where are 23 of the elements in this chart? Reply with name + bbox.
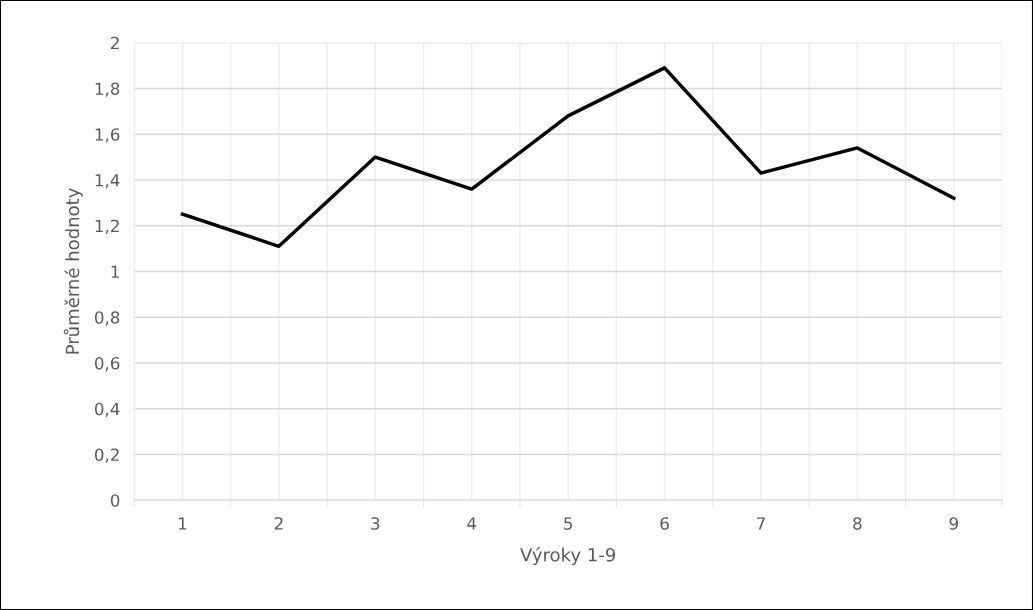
y-tick-label: 0,4 [94,402,120,417]
x-tick-label: 8 [853,517,862,530]
x-tick-label: 1 [179,517,187,530]
y-tick-label: 0,2 [94,448,119,463]
y-tick-label: 1,2 [95,219,119,234]
y-tick-label: 1,4 [95,174,120,189]
x-tick-label: 3 [371,517,380,530]
x-tick-label: 5 [564,517,572,530]
y-tick-label: 1,8 [95,82,120,97]
x-tick-label: 2 [274,517,283,530]
y-tick-label: 0 [110,494,120,507]
y-tick-label: 2 [111,36,119,50]
x-tick-label: 7 [757,517,765,530]
y-tick-label: 0,6 [94,356,120,372]
x-tick-label: 6 [660,517,669,530]
x-axis-title: Výroky 1-9 [520,546,616,566]
line-series [180,66,956,249]
y-tick-label: 1,6 [95,128,120,143]
x-tick-label: 4 [467,517,477,530]
y-axis-title: Průměrné hodnoty [63,188,83,354]
x-tick-label: 9 [949,517,958,530]
y-tick-label: 0,8 [94,311,120,326]
y-tick-label: 1 [111,265,119,278]
